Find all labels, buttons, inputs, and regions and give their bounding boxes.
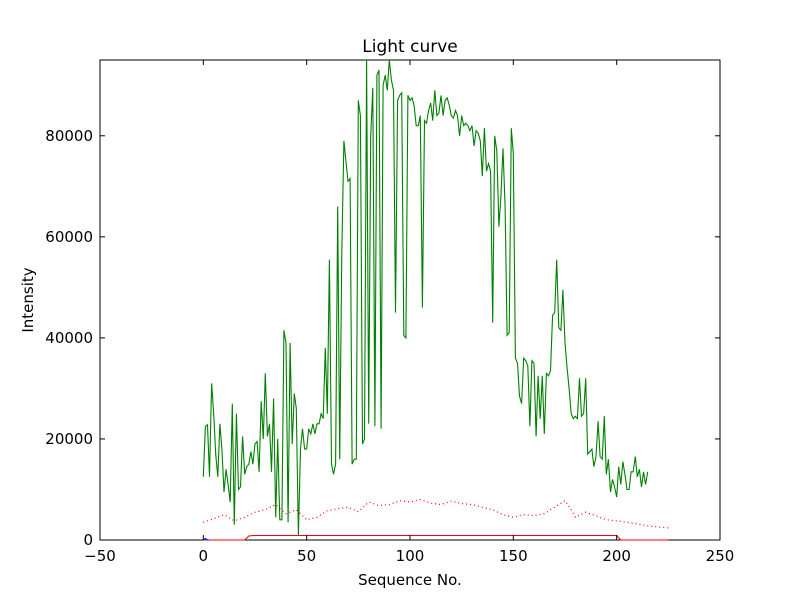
series-line-3 — [203, 534, 669, 541]
x-tick-label: 50 — [297, 547, 316, 565]
series-layer — [202, 59, 669, 541]
y-tick-label: 80000 — [45, 127, 93, 145]
series-line-2 — [203, 498, 669, 529]
x-tick-label: −50 — [84, 547, 116, 565]
x-tick-label: 150 — [499, 547, 528, 565]
y-axis: 0 20000 40000 60000 80000 — [45, 127, 720, 549]
series-line-1 — [202, 59, 649, 535]
x-tick-label: 200 — [602, 547, 631, 565]
y-tick-label: 60000 — [45, 228, 93, 246]
plot-area — [99, 59, 721, 541]
x-axis-label: Sequence No. — [358, 571, 462, 589]
y-tick-label: 40000 — [45, 329, 93, 347]
x-tick-label: 0 — [199, 547, 209, 565]
y-tick-label: 20000 — [45, 430, 93, 448]
x-tick-label: 100 — [396, 547, 425, 565]
plot-frame — [99, 59, 721, 541]
y-axis-label: Intensity — [19, 267, 37, 332]
x-tick-label: 250 — [706, 547, 735, 565]
x-axis: −50 0 50 100 150 200 250 — [84, 60, 734, 565]
series-line-4 — [202, 537, 210, 541]
y-tick-label: 0 — [83, 531, 93, 549]
chart-title: Light curve — [362, 37, 457, 57]
